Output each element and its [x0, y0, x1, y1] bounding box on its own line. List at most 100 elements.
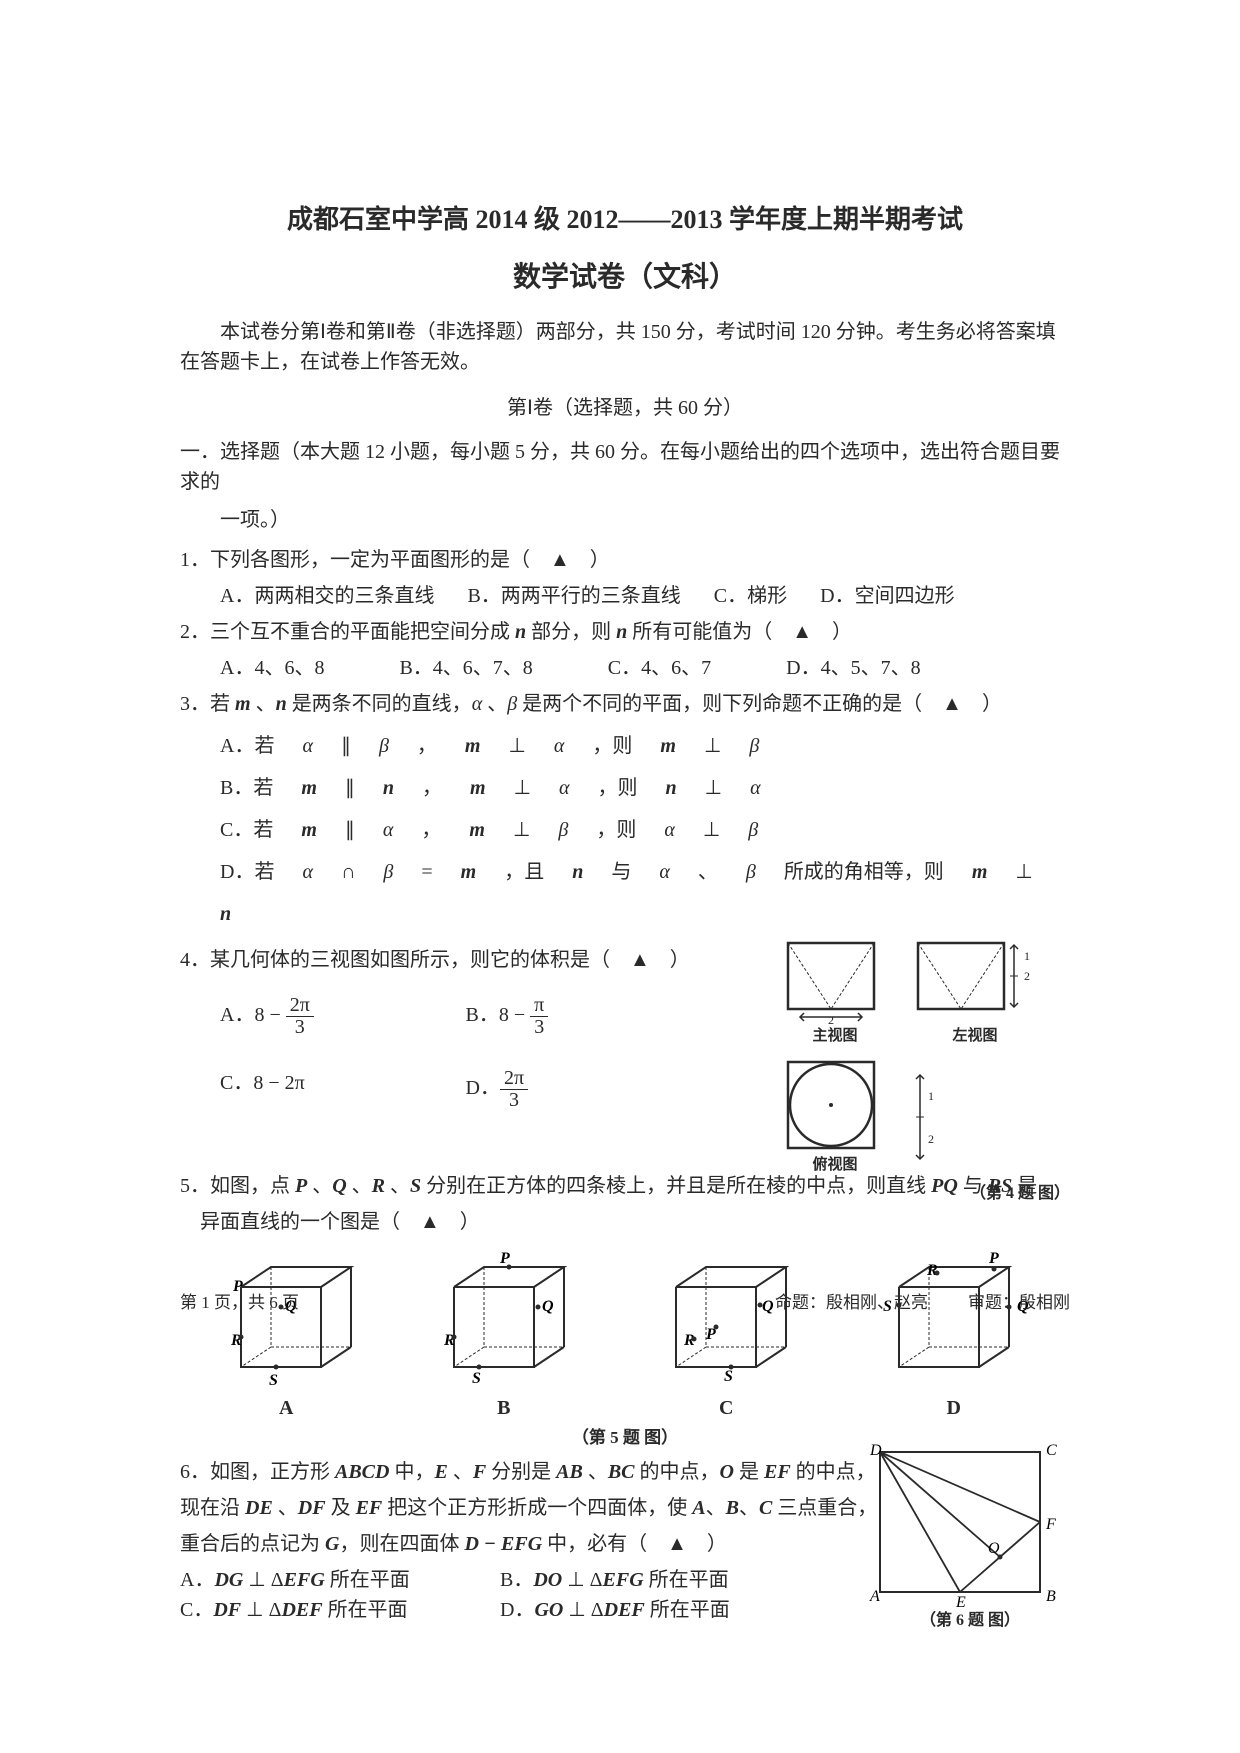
q3-pre: 3．若: [180, 693, 235, 715]
q3b-2: ∥: [345, 767, 355, 809]
q2-stem: 2．三个互不重合的平面能把空间分成 n 部分，则 n 所有可能值为（ ▲ ）: [180, 617, 1070, 647]
q3d-a2: α: [659, 851, 670, 893]
q3b-n: n: [383, 767, 394, 809]
q6l2-1: 现在沿: [180, 1497, 245, 1519]
sym-a: A: [692, 1497, 705, 1519]
q1-opt-c: C．梯形: [714, 581, 787, 611]
sym-df: DF: [298, 1497, 326, 1519]
exam-subtitle: 数学试卷（文科）: [180, 257, 1070, 299]
q6b-2: ⊥ Δ: [562, 1569, 602, 1591]
q3-opt-c: C．若 m ∥ α，m ⊥ β，则 α ⊥ β: [220, 809, 1070, 851]
q4a-num: 2π: [286, 995, 314, 1017]
q3b-n2: n: [666, 767, 677, 809]
q4-top-label: 俯视图: [780, 1154, 890, 1177]
q3c-b: β: [558, 809, 568, 851]
q6l3-1: 重合后的点记为: [180, 1533, 325, 1555]
q3a-b: β: [379, 725, 389, 767]
q3b-1: B．若: [220, 767, 273, 809]
intro-text: 本试卷分第Ⅰ卷和第Ⅱ卷（非选择题）两部分，共 150 分，考试时间 120 分钟…: [180, 317, 1070, 377]
q3a-4: ⊥: [508, 725, 525, 767]
q2-opt-a: A．4、6、8: [220, 653, 324, 683]
q3a-1: A．若: [220, 725, 274, 767]
q6-opt-b: B．DO ⊥ ΔEFG 所在平面: [500, 1565, 820, 1595]
q5-d-letter: D: [869, 1393, 1039, 1423]
q3c-m: m: [301, 809, 317, 851]
q3b-6: ⊥: [705, 767, 722, 809]
svg-text:S: S: [472, 1370, 481, 1387]
q6l3-2: ，则在四面体: [339, 1533, 464, 1555]
q3c-m2: m: [469, 809, 485, 851]
q3c-4: ⊥: [513, 809, 530, 851]
cube-d-icon: P Q R S: [869, 1247, 1039, 1387]
q6d-3: 所在平面: [645, 1599, 730, 1621]
q6l1-7: 是: [734, 1461, 764, 1483]
q6-opt-a: A．DG ⊥ ΔEFG 所在平面: [180, 1565, 500, 1595]
q3c-a2: α: [664, 809, 675, 851]
sym-r: R: [372, 1175, 385, 1197]
q6l3-3: 中，必有（ ▲ ）: [542, 1533, 727, 1555]
sym-c: C: [759, 1497, 772, 1519]
q3d-1: D．若: [220, 851, 274, 893]
q3d-b2: β: [746, 851, 756, 893]
q4-main-label: 主视图: [780, 1025, 890, 1048]
q6l2-4: 把这个正方形折成一个四面体，使: [382, 1497, 692, 1519]
sym-efg2: EFG: [603, 1569, 644, 1591]
svg-text:C: C: [1046, 1442, 1057, 1459]
q5-a-letter: A: [211, 1393, 361, 1423]
q5-fig-a: P Q R S A: [211, 1247, 361, 1423]
q6l1-2: 中，: [389, 1461, 434, 1483]
q3a-a: α: [302, 725, 313, 767]
q3-m2: 是两条不同的直线，: [287, 693, 472, 715]
q4b-den: 3: [530, 1017, 548, 1038]
q6-opt-d: D．GO ⊥ ΔDEF 所在平面: [500, 1595, 820, 1625]
q4d-den: 3: [500, 1090, 528, 1111]
q6-figure: D C A B E F O （第 6 题 图）: [860, 1437, 1080, 1633]
svg-text:R: R: [926, 1262, 938, 1279]
q5-fig-c: P Q R S C: [646, 1247, 806, 1423]
q6l2-5: 、: [706, 1497, 726, 1519]
q6a-2: ⊥ Δ: [243, 1569, 283, 1591]
q3d-m2: m: [972, 851, 988, 893]
q3-opt-a: A．若 α ∥ β，m ⊥ α，则 m ⊥ β: [220, 725, 1070, 767]
q3c-a: α: [383, 809, 394, 851]
sym-abcd: ABCD: [335, 1461, 389, 1483]
q6-caption: （第 6 题 图）: [860, 1609, 1080, 1633]
sym-ab: AB: [556, 1461, 583, 1483]
q3d-n2: n: [220, 893, 231, 935]
svg-text:O: O: [988, 1540, 1000, 1557]
q6-opt-c: C．DF ⊥ ΔDEF 所在平面: [180, 1595, 500, 1625]
sym-q: Q: [332, 1175, 346, 1197]
q4-caption: （第 4 题 图）: [780, 1182, 1080, 1206]
q1-options: A．两两相交的三条直线 B．两两平行的三条直线 C．梯形 D．空间四边形: [180, 581, 1070, 611]
sym-ef: EF: [764, 1461, 791, 1483]
sym-n: n: [515, 621, 526, 643]
svg-text:1: 1: [1024, 949, 1030, 963]
sym-de: DE: [245, 1497, 273, 1519]
q2-stem-mid: 部分，则: [526, 621, 616, 643]
q6l1-1: 6．如图，正方形: [180, 1461, 335, 1483]
q5-pre: 5．如图，点: [180, 1175, 295, 1197]
q3b-m2: m: [470, 767, 486, 809]
q3b-4: ⊥: [514, 767, 531, 809]
q3b-5: ，则: [598, 767, 638, 809]
q5-m2: 、: [347, 1175, 372, 1197]
q3a-5: ，则: [592, 725, 632, 767]
q3c-1: C．若: [220, 809, 273, 851]
q2-stem-pre: 2．三个互不重合的平面能把空间分成: [180, 621, 515, 643]
svg-text:2: 2: [828, 1013, 834, 1025]
page-footer: 第 1 页，共 6 页 命题：殷相刚、赵亮 审题：殷相刚: [180, 1288, 1070, 1313]
q3d-5: 、: [698, 851, 718, 893]
q4-left-view-icon: 2 1: [910, 935, 1040, 1025]
footer-left: 第 1 页，共 6 页: [180, 1288, 299, 1313]
q1-opt-b: B．两两平行的三条直线: [467, 581, 680, 611]
q4-opt-a: A．8 − 2π3: [220, 995, 386, 1038]
q3a-m: m: [465, 725, 481, 767]
q2-options: A．4、6、8 B．4、6、7、8 C．4、6、7 D．4、5、7、8: [180, 653, 1070, 683]
sym-p: P: [295, 1175, 307, 1197]
q3-suf: 是两个不同的平面，则下列命题不正确的是（ ▲ ）: [517, 693, 1002, 715]
q6l2-6: 、: [739, 1497, 759, 1519]
sym-go: GO: [534, 1599, 563, 1621]
sym-b: B: [726, 1497, 739, 1519]
q5-line2: 异面直线的一个图是（ ▲ ）: [180, 1207, 1070, 1237]
sym-s: S: [410, 1175, 421, 1197]
